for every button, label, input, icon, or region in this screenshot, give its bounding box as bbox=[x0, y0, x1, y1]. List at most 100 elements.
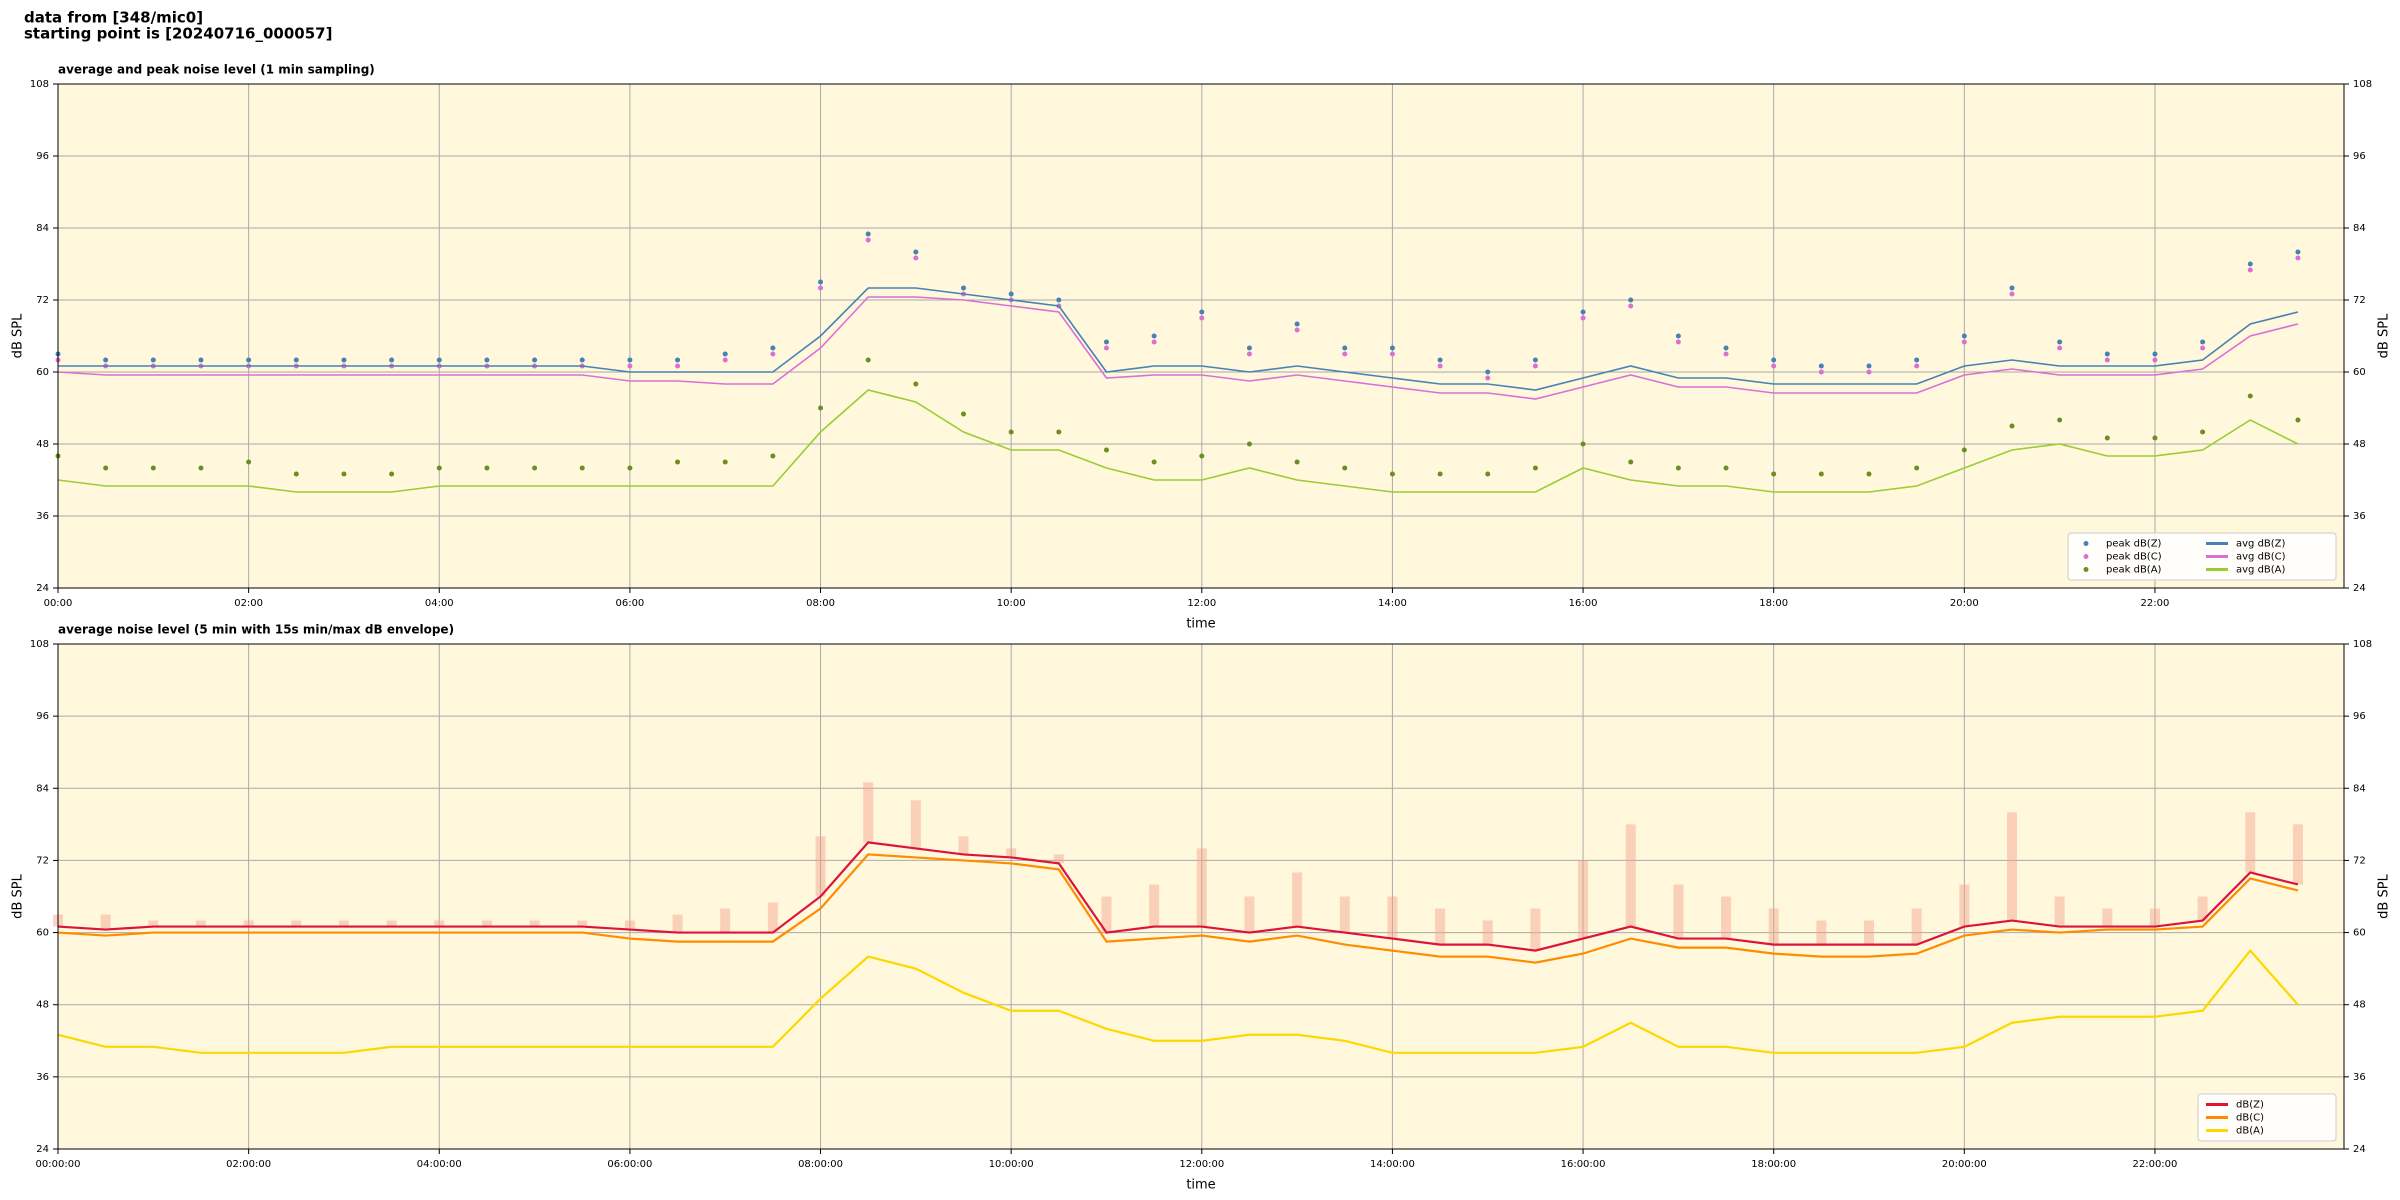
peak-point bbox=[1723, 351, 1729, 357]
y-tick-label: 36 bbox=[36, 1072, 49, 1083]
y-tick-label: 48 bbox=[2353, 1000, 2366, 1011]
peak-point bbox=[2104, 351, 2110, 357]
peak-point bbox=[1961, 447, 1967, 453]
peak-point bbox=[2295, 249, 2301, 255]
peak-point bbox=[436, 465, 442, 471]
peak-point bbox=[1485, 471, 1491, 477]
peak-point bbox=[579, 357, 585, 363]
peak-point bbox=[1914, 465, 1920, 471]
peak-point bbox=[1818, 369, 1824, 375]
peak-point bbox=[2200, 429, 2206, 435]
peak-point bbox=[2295, 417, 2301, 423]
plot: average and peak noise level (1 min samp… bbox=[11, 63, 2392, 632]
peak-point bbox=[865, 231, 871, 237]
y-axis-label: dB SPL bbox=[11, 873, 26, 918]
peak-point bbox=[1532, 465, 1538, 471]
peak-point bbox=[913, 255, 919, 261]
y-tick-label: 60 bbox=[2353, 928, 2366, 939]
peak-point bbox=[1103, 345, 1109, 351]
peak-point bbox=[1199, 315, 1205, 321]
peak-point bbox=[1437, 363, 1443, 369]
peak-point bbox=[961, 285, 967, 291]
peak-point bbox=[341, 357, 347, 363]
y-tick-label: 24 bbox=[36, 1144, 49, 1155]
x-tick-label: 20:00:00 bbox=[1942, 1159, 1987, 1170]
x-tick-label: 08:00:00 bbox=[798, 1159, 843, 1170]
legend-marker bbox=[2083, 567, 2089, 572]
peak-point bbox=[1246, 351, 1252, 357]
plot-frame bbox=[57, 643, 2345, 1150]
peak-point bbox=[1246, 441, 1252, 447]
y-tick-label: 48 bbox=[36, 439, 49, 450]
x-tick-label: 04:00:00 bbox=[417, 1159, 462, 1170]
y-tick-label: 108 bbox=[30, 639, 49, 650]
legend-label: peak dB(A) bbox=[2106, 565, 2162, 576]
peak-point bbox=[2152, 351, 2158, 357]
peak-point bbox=[675, 363, 681, 369]
y-tick-label: 48 bbox=[2353, 439, 2366, 450]
legend-box bbox=[2067, 532, 2337, 581]
series-line bbox=[57, 389, 2299, 493]
x-tick-label: 04:00 bbox=[425, 598, 454, 609]
peak-point bbox=[1389, 471, 1395, 477]
peak-point bbox=[1675, 333, 1681, 339]
peak-point bbox=[818, 285, 824, 291]
y-tick-label: 60 bbox=[36, 367, 49, 378]
peak-point bbox=[1532, 363, 1538, 369]
peak-point bbox=[865, 357, 871, 363]
x-tick-label: 18:00:00 bbox=[1751, 1159, 1796, 1170]
peak-point bbox=[1771, 357, 1777, 363]
peak-point bbox=[2057, 417, 2063, 423]
legend-box bbox=[2197, 1093, 2337, 1142]
peak-point bbox=[818, 405, 824, 411]
series-line bbox=[57, 853, 2299, 964]
x-tick-label: 08:00 bbox=[806, 598, 835, 609]
legend-label: avg dB(C) bbox=[2236, 552, 2286, 563]
peak-point bbox=[2009, 285, 2015, 291]
x-tick-label: 20:00 bbox=[1950, 598, 1979, 609]
peak-point bbox=[1437, 471, 1443, 477]
peak-point bbox=[1628, 297, 1634, 303]
peak-point bbox=[293, 471, 299, 477]
x-tick-label: 18:00 bbox=[1759, 598, 1788, 609]
x-tick-label: 16:00 bbox=[1569, 598, 1598, 609]
peak-point bbox=[675, 459, 681, 465]
peak-point bbox=[2247, 261, 2253, 267]
peak-point bbox=[1485, 375, 1491, 381]
x-tick-label: 14:00:00 bbox=[1370, 1159, 1415, 1170]
y-axis-label: dB SPL bbox=[2377, 313, 2392, 358]
x-tick-label: 02:00:00 bbox=[226, 1159, 271, 1170]
peak-point bbox=[389, 357, 395, 363]
y-tick-label: 72 bbox=[36, 855, 49, 866]
peak-point bbox=[1914, 363, 1920, 369]
y-tick-label: 36 bbox=[2353, 511, 2366, 522]
y-tick-label: 72 bbox=[2353, 295, 2366, 306]
peak-point bbox=[246, 357, 252, 363]
x-tick-label: 00:00:00 bbox=[36, 1159, 81, 1170]
peak-point bbox=[198, 465, 204, 471]
peak-point bbox=[341, 471, 347, 477]
peak-point bbox=[1294, 459, 1300, 465]
peak-point bbox=[1294, 321, 1300, 327]
peak-point bbox=[865, 237, 871, 243]
peak-point bbox=[961, 411, 967, 417]
peak-point bbox=[1580, 441, 1586, 447]
peak-point bbox=[1103, 447, 1109, 453]
y-tick-label: 72 bbox=[36, 295, 49, 306]
peak-point bbox=[293, 357, 299, 363]
peak-point bbox=[1771, 363, 1777, 369]
peak-point bbox=[2295, 255, 2301, 261]
x-tick-label: 06:00 bbox=[615, 598, 644, 609]
peak-point bbox=[675, 357, 681, 363]
peak-point bbox=[2104, 435, 2110, 441]
peak-point bbox=[722, 357, 728, 363]
peak-point bbox=[1342, 345, 1348, 351]
peak-point bbox=[1628, 459, 1634, 465]
plot-background bbox=[58, 84, 2344, 588]
peak-point bbox=[198, 357, 204, 363]
y-tick-label: 72 bbox=[2353, 855, 2366, 866]
y-tick-label: 108 bbox=[2353, 79, 2372, 90]
y-tick-label: 84 bbox=[36, 223, 49, 234]
plot-frame bbox=[57, 83, 2345, 589]
y-tick-label: 96 bbox=[2353, 151, 2366, 162]
